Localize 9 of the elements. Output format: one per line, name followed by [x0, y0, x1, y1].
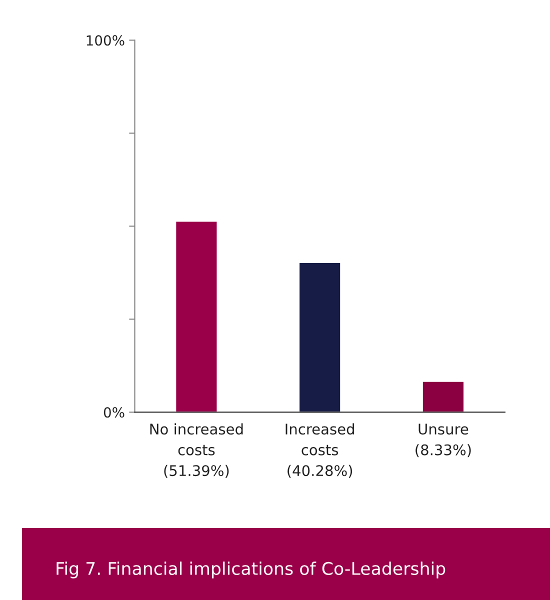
bar — [422, 380, 465, 412]
x-tick-label: No increased costs (51.39%) — [150, 423, 243, 478]
y-tick-label: 100% — [86, 35, 124, 46]
x-tick-label: Increased costs (40.28%) — [286, 423, 354, 478]
x-tick-label: Unsure (8.33%) — [416, 424, 471, 458]
y-tick-label: 0% — [104, 407, 124, 418]
text: Fig 7. Financial implications of Co-Leadership — [56, 562, 446, 578]
bar — [298, 262, 342, 412]
bar — [174, 220, 218, 412]
